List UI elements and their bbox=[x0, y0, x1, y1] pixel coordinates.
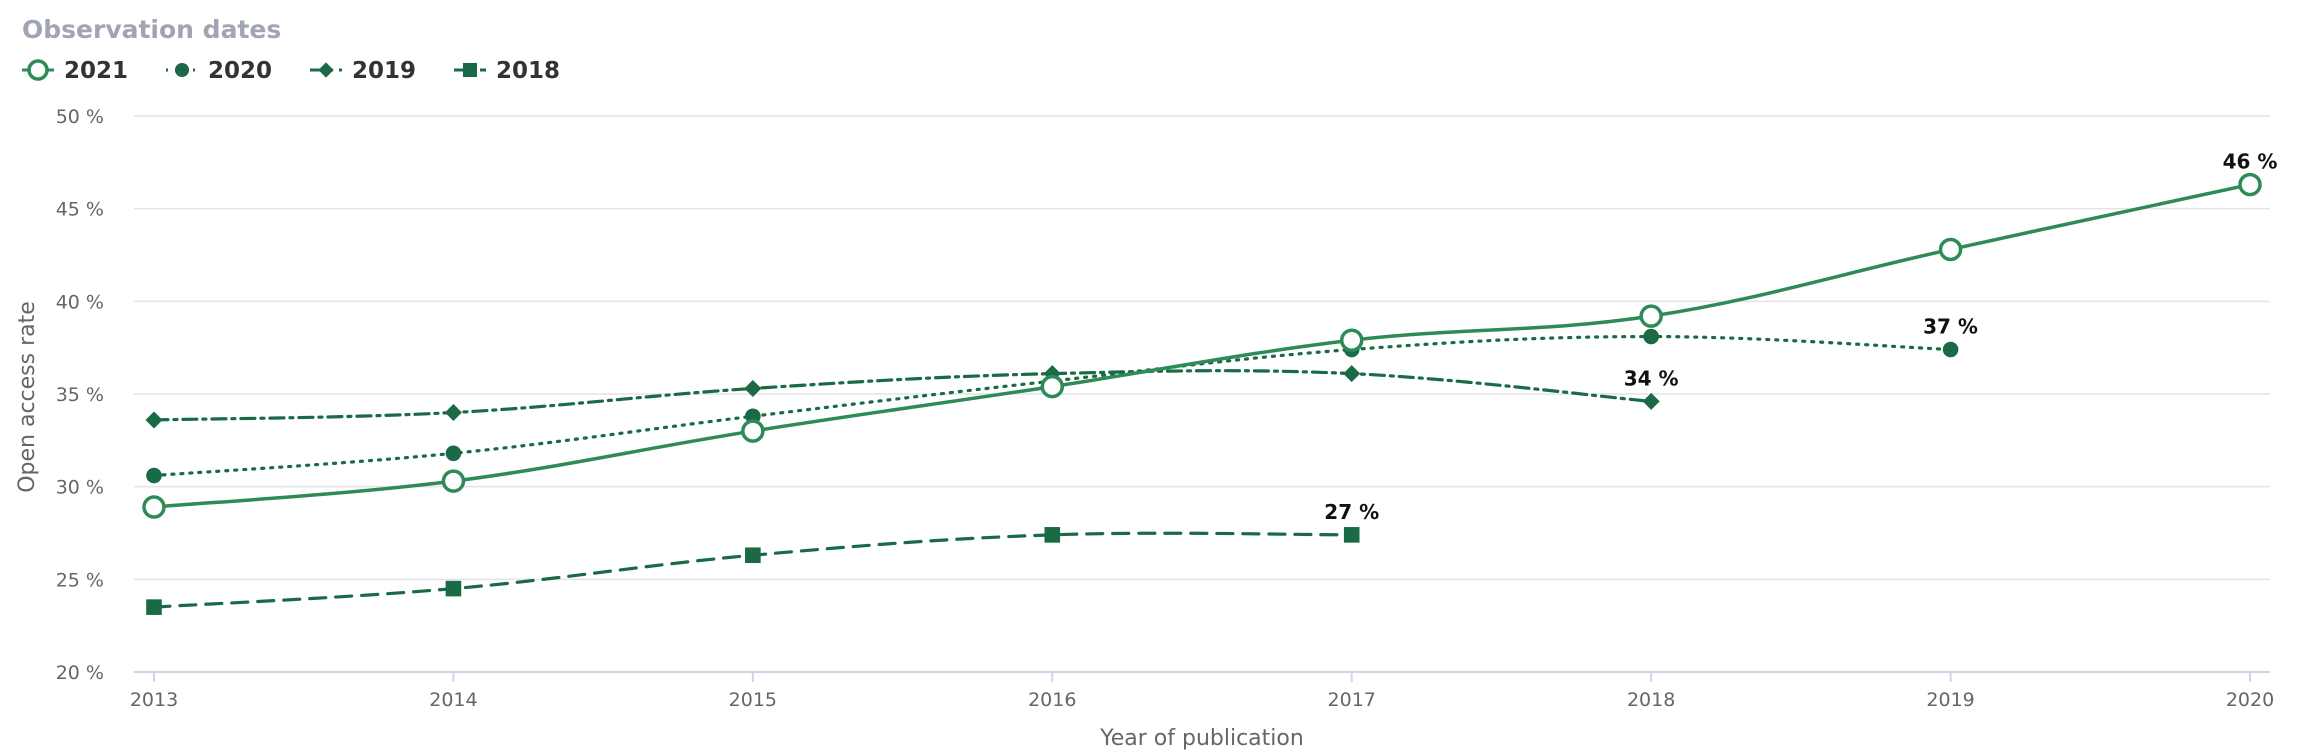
legend-label: 2021 bbox=[64, 58, 128, 84]
series-2020 bbox=[146, 328, 1959, 484]
y-tick-label: 20 % bbox=[56, 662, 104, 684]
x-tick-label: 2013 bbox=[130, 689, 178, 711]
x-tick-label: 2016 bbox=[1028, 689, 1076, 711]
point-2021 bbox=[1040, 374, 1065, 399]
series-2021 bbox=[142, 172, 2262, 519]
x-tick-label: 2019 bbox=[1926, 689, 1974, 711]
point-2020 bbox=[146, 467, 162, 484]
point-2018 bbox=[146, 599, 162, 615]
point-2019 bbox=[744, 379, 762, 397]
x-axis: 2013 2014 2015 2016 2017 2018 2019 2020 bbox=[130, 671, 2274, 711]
point-2018 bbox=[745, 547, 761, 564]
series-line-2019 bbox=[152, 369, 1653, 422]
point-2021 bbox=[441, 469, 466, 493]
legend-item-2021[interactable]: 2021 bbox=[22, 58, 128, 84]
series-line-2021 bbox=[152, 182, 2252, 509]
point-2019 bbox=[1642, 392, 1660, 410]
point-2021 bbox=[1339, 328, 1364, 353]
legend-item-2018[interactable]: 2018 bbox=[454, 58, 560, 84]
point-2019 bbox=[1343, 365, 1361, 383]
legend-item-2020[interactable]: 2020 bbox=[166, 58, 272, 84]
y-axis-title: Open access rate bbox=[15, 301, 40, 493]
data-label-2020: 37 % bbox=[1923, 315, 1978, 339]
y-tick-label: 30 % bbox=[56, 477, 104, 499]
series-line-2020 bbox=[152, 334, 1953, 478]
point-2020 bbox=[1643, 328, 1659, 345]
legend-label: 2018 bbox=[496, 58, 560, 84]
point-2018 bbox=[1343, 527, 1360, 543]
point-2021 bbox=[2238, 172, 2262, 197]
y-tick-label: 35 % bbox=[56, 384, 104, 406]
legend-marker bbox=[318, 62, 334, 78]
y-tick-label: 25 % bbox=[56, 569, 104, 591]
point-2020 bbox=[445, 445, 462, 462]
y-tick-label: 50 % bbox=[56, 106, 104, 128]
data-labels: 27 % 34 % 37 % 46 % bbox=[1324, 150, 2277, 524]
y-tick-label: 45 % bbox=[56, 199, 104, 221]
data-label-2018: 27 % bbox=[1324, 500, 1379, 524]
y-tick-label: 40 % bbox=[56, 291, 104, 313]
x-tick-label: 2017 bbox=[1328, 689, 1376, 711]
series-group bbox=[142, 172, 2262, 615]
legend-marker bbox=[174, 62, 190, 78]
point-2019 bbox=[444, 404, 462, 422]
point-2021 bbox=[1639, 304, 1663, 328]
legend-label: 2020 bbox=[208, 58, 272, 84]
point-2019 bbox=[145, 411, 163, 429]
legend-marker bbox=[27, 59, 49, 81]
point-2020 bbox=[1942, 341, 1959, 358]
legend: 2021 2020 2019 2018 bbox=[22, 58, 560, 84]
series-2018 bbox=[146, 527, 1360, 615]
legend-item-2019[interactable]: 2019 bbox=[310, 58, 416, 84]
gridlines bbox=[134, 115, 2270, 581]
x-tick-label: 2018 bbox=[1627, 689, 1675, 711]
x-axis-title: Year of publication bbox=[1099, 726, 1304, 751]
series-2019 bbox=[145, 365, 1660, 429]
point-2021 bbox=[142, 495, 166, 519]
y-axis-ticks: 20 % 25 % 30 % 35 % 40 % 45 % 50 % bbox=[56, 106, 104, 684]
point-2018 bbox=[1044, 527, 1061, 543]
series-line-2018 bbox=[152, 531, 1354, 609]
legend-marker bbox=[462, 62, 478, 78]
point-2021 bbox=[1938, 237, 1963, 262]
x-tick-label: 2015 bbox=[729, 689, 777, 711]
x-tick-label: 2020 bbox=[2226, 689, 2274, 711]
point-2021 bbox=[741, 419, 765, 443]
x-tick-label: 2014 bbox=[429, 689, 477, 711]
data-label-2019: 34 % bbox=[1624, 366, 1679, 390]
data-label-2021: 46 % bbox=[2223, 150, 2278, 174]
legend-title: Observation dates bbox=[22, 15, 281, 44]
legend-label: 2019 bbox=[352, 58, 416, 84]
point-2018 bbox=[445, 580, 462, 597]
